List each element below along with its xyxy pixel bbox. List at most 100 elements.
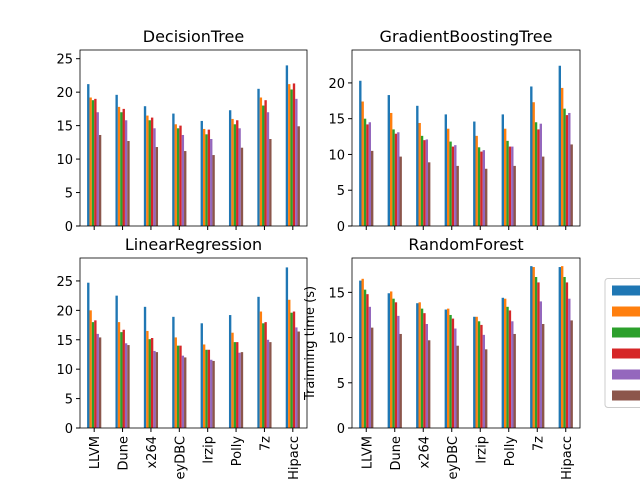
- bar: [568, 298, 571, 428]
- bar: [297, 331, 300, 428]
- bar: [511, 321, 514, 428]
- bar: [454, 328, 457, 428]
- bar: [399, 156, 402, 226]
- bar: [200, 120, 203, 226]
- subplot-title: GradientBoostingTree: [380, 27, 553, 46]
- bar: [262, 323, 265, 428]
- x-tick-label: 7z: [258, 436, 273, 451]
- bar: [501, 297, 504, 428]
- y-tick-label: 0: [65, 220, 73, 235]
- bar: [236, 342, 239, 428]
- bar: [532, 102, 535, 226]
- bar: [228, 315, 232, 428]
- bar: [202, 344, 206, 428]
- y-tick-label: 10: [56, 153, 73, 168]
- bar: [449, 141, 452, 226]
- bar: [96, 333, 99, 428]
- bar: [98, 134, 102, 226]
- bar: [513, 165, 516, 226]
- bar: [127, 345, 130, 428]
- bar: [181, 134, 185, 226]
- bar: [361, 101, 364, 226]
- bar: [359, 280, 362, 428]
- bar: [285, 65, 289, 226]
- x-tick-label: Dune: [117, 436, 132, 471]
- y-axis-label: Trainning time (s): [303, 286, 318, 401]
- bar: [420, 308, 424, 428]
- x-tick-label: Hipacc: [287, 436, 302, 480]
- bar: [390, 112, 393, 226]
- bar: [371, 150, 374, 226]
- bar: [233, 124, 237, 226]
- bar: [155, 147, 159, 226]
- bar: [207, 129, 211, 226]
- axes-frame: [79, 257, 308, 429]
- bar: [485, 168, 488, 226]
- x-tick-label: Dune: [389, 436, 404, 471]
- bar: [418, 302, 421, 428]
- bar: [288, 84, 291, 227]
- bar: [444, 114, 447, 226]
- bar: [89, 310, 92, 428]
- bar: [94, 320, 97, 428]
- bar: [184, 151, 187, 226]
- bar: [290, 89, 293, 227]
- bar: [451, 146, 455, 226]
- bar: [297, 126, 300, 226]
- bar: [416, 303, 419, 428]
- bar: [236, 120, 239, 226]
- bar: [558, 267, 561, 428]
- bar: [179, 125, 182, 226]
- bar: [565, 282, 569, 428]
- bar: [456, 165, 459, 226]
- bar: [456, 345, 459, 428]
- y-tick-label: 5: [65, 393, 73, 408]
- x-tick-label: LLVM: [88, 436, 103, 469]
- legend-swatch: [612, 306, 640, 317]
- axes-frame: [351, 257, 581, 429]
- bar: [264, 100, 267, 226]
- bar: [390, 291, 393, 428]
- bar: [89, 97, 92, 226]
- legend-swatch: [612, 327, 640, 338]
- y-tick-label: 5: [337, 377, 345, 392]
- bar: [200, 323, 203, 428]
- y-tick-label: 10: [328, 332, 345, 347]
- bar: [428, 162, 431, 226]
- bar: [423, 313, 426, 428]
- bar: [444, 309, 447, 428]
- bar: [176, 128, 180, 226]
- bar: [399, 333, 402, 428]
- bar: [558, 65, 561, 226]
- bar: [148, 339, 151, 428]
- bar: [425, 139, 428, 226]
- bar: [122, 108, 125, 226]
- bar: [117, 322, 121, 428]
- bar: [202, 128, 206, 226]
- y-tick-label: 15: [328, 286, 345, 301]
- bar: [155, 352, 159, 428]
- bar: [228, 110, 232, 226]
- x-tick-label: eyDBC: [173, 436, 188, 479]
- bar: [530, 86, 533, 226]
- bar: [257, 88, 260, 226]
- bar: [210, 359, 213, 428]
- bar: [482, 150, 485, 226]
- legend-swatch: [612, 285, 640, 296]
- bar: [150, 117, 154, 226]
- bar: [371, 327, 374, 428]
- bar: [477, 321, 481, 428]
- bar: [420, 135, 424, 226]
- bar: [87, 282, 90, 428]
- bar: [257, 296, 260, 428]
- x-tick-label: LLVM: [360, 436, 375, 469]
- bar: [504, 128, 507, 226]
- bar: [115, 94, 118, 226]
- x-tick-label: lrzip: [474, 436, 489, 464]
- bar: [501, 114, 504, 226]
- bar: [473, 316, 476, 428]
- bar: [117, 106, 121, 226]
- y-tick-label: 25: [56, 53, 73, 68]
- bar: [238, 128, 241, 226]
- bar: [91, 322, 95, 428]
